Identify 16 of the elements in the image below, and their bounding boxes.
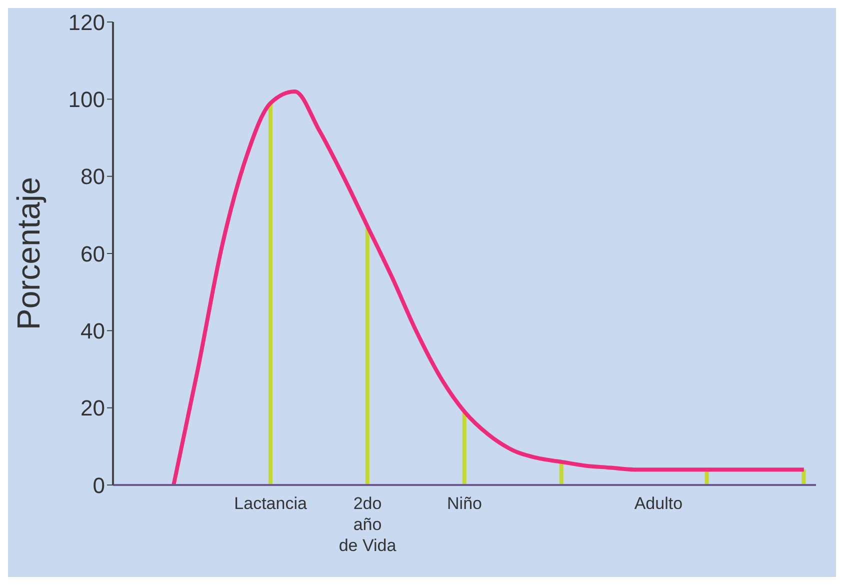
y-axis-title: Porcentaje <box>10 177 46 330</box>
bar <box>365 226 370 485</box>
x-tick-label: Niño <box>447 494 482 513</box>
y-tick-label: 40 <box>80 318 105 344</box>
y-tick-label: 0 <box>92 472 105 498</box>
x-tick-label: Lactancia <box>234 494 308 513</box>
y-tick-label: 60 <box>80 241 105 266</box>
line-series <box>172 89 806 485</box>
y-tick-label: 80 <box>80 164 105 190</box>
x-tick-label: Adulto <box>634 494 683 513</box>
bar <box>462 412 466 485</box>
x-tick-label: 2do año de Vida <box>338 494 397 555</box>
y-tick-label: 20 <box>80 396 105 421</box>
y-tick-label: 120 <box>68 10 105 35</box>
bar <box>268 103 272 485</box>
y-tick-label: 100 <box>68 86 105 112</box>
